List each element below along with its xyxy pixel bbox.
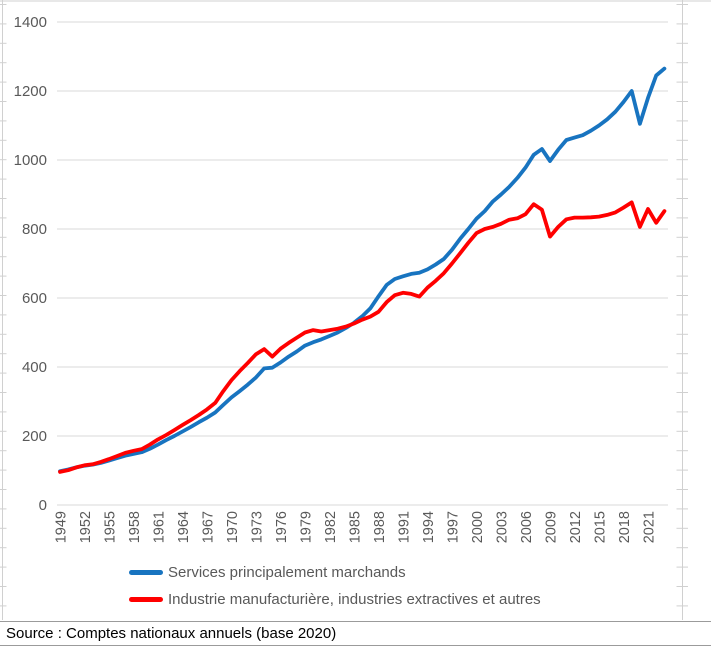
source-cell: Source : Comptes nationaux annuels (base…	[0, 621, 711, 646]
y-tick-label: 1400	[14, 14, 47, 31]
y-tick-label: 800	[22, 221, 47, 238]
legend-swatch-services	[129, 570, 163, 575]
x-tick-label: 1979	[299, 511, 315, 543]
y-tick-label: 1200	[14, 83, 47, 100]
x-tick-label: 1973	[250, 511, 266, 543]
x-tick-label: 1955	[103, 511, 119, 543]
y-axis-labels: 0 200 400 600 800 1000 1200 1400	[14, 14, 47, 514]
x-tick-label: 2015	[593, 511, 609, 543]
x-tick-label: 1958	[127, 511, 143, 543]
legend-label-services: Services principalement marchands	[168, 564, 406, 581]
x-tick-label: 1994	[421, 511, 437, 543]
x-tick-label: 2012	[568, 511, 584, 543]
y-tick-label: 0	[39, 497, 47, 514]
x-tick-label: 2018	[617, 511, 633, 543]
y-tick-label: 400	[22, 359, 47, 376]
x-tick-label: 2009	[544, 511, 560, 543]
x-tick-label: 2000	[470, 511, 486, 543]
x-tick-label: 2003	[495, 511, 511, 543]
source-text: Source : Comptes nationaux annuels (base…	[6, 625, 337, 642]
x-tick-label: 1976	[274, 511, 290, 543]
y-tick-label: 1000	[14, 152, 47, 169]
x-tick-label: 1997	[446, 511, 462, 543]
legend-item-services: Services principalement marchands	[129, 559, 541, 586]
x-tick-label: 1949	[54, 511, 70, 543]
legend-item-industrie: Industrie manufacturière, industries ext…	[129, 586, 541, 613]
x-tick-label: 1961	[152, 511, 168, 543]
x-tick-label: 1967	[201, 511, 217, 543]
x-tick-label: 1970	[225, 511, 241, 543]
x-tick-label: 1985	[348, 511, 364, 543]
gridlines	[57, 21, 668, 506]
x-tick-label: 1964	[176, 511, 192, 543]
x-tick-label: 1982	[323, 511, 339, 543]
series-line-services	[58, 66, 667, 474]
legend-swatch-industrie	[129, 597, 163, 602]
y-tick-label: 200	[22, 428, 47, 445]
x-tick-label: 1988	[372, 511, 388, 543]
chart-legend: Services principalement marchands Indust…	[129, 559, 541, 613]
series-line-industrie	[58, 200, 667, 474]
x-tick-label: 2021	[642, 511, 658, 543]
sheet-row-ticks	[0, 4, 688, 607]
legend-label-industrie: Industrie manufacturière, industries ext…	[168, 591, 541, 608]
x-tick-label: 1952	[78, 511, 94, 543]
y-tick-label: 600	[22, 290, 47, 307]
x-axis-labels: 1949 1952 1955 1958 1961 1964 1967 1970 1973 1976…	[54, 511, 658, 543]
line-chart: 0 200 400 600 800 1000 1200 1400 1949 1952 1955 195…	[0, 0, 711, 620]
x-tick-label: 2006	[519, 511, 535, 543]
x-tick-label: 1991	[397, 511, 413, 543]
